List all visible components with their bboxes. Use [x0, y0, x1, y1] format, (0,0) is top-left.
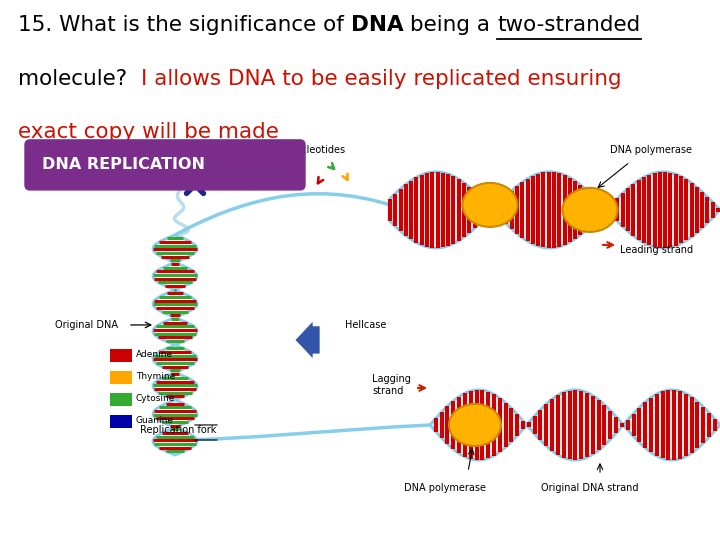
Text: exact copy will be made: exact copy will be made: [18, 122, 279, 142]
FancyBboxPatch shape: [110, 349, 132, 362]
Text: I allows DNA to be easily replicated ensuring: I allows DNA to be easily replicated ens…: [141, 69, 621, 89]
Ellipse shape: [562, 188, 618, 232]
Text: Replication fork: Replication fork: [140, 425, 217, 435]
Text: Guanine: Guanine: [136, 416, 174, 426]
FancyBboxPatch shape: [25, 140, 305, 190]
Text: Original DNA strand: Original DNA strand: [541, 483, 639, 493]
Text: DNA REPLICATION: DNA REPLICATION: [42, 157, 205, 172]
Text: Leading strand: Leading strand: [620, 245, 693, 255]
Text: Cytosine: Cytosine: [136, 394, 176, 403]
Text: DNA polymerase: DNA polymerase: [610, 145, 692, 155]
Text: Adenine: Adenine: [136, 350, 173, 360]
Text: Original DNA: Original DNA: [55, 320, 118, 330]
Ellipse shape: [449, 404, 501, 446]
FancyBboxPatch shape: [110, 415, 132, 428]
Text: Lagging
strand: Lagging strand: [372, 374, 411, 396]
Text: Thymine: Thymine: [136, 373, 175, 381]
Text: Hellcase: Hellcase: [345, 320, 387, 330]
FancyBboxPatch shape: [110, 371, 132, 384]
Text: molecule?: molecule?: [18, 69, 141, 89]
Text: 15. What is the significance of: 15. What is the significance of: [18, 15, 351, 35]
Text: DNA polymerase: DNA polymerase: [404, 483, 486, 493]
FancyBboxPatch shape: [110, 393, 132, 406]
Text: Free nucleotides: Free nucleotides: [265, 145, 345, 155]
Text: DNA: DNA: [351, 15, 403, 35]
Ellipse shape: [462, 183, 518, 227]
Text: two-stranded: two-stranded: [498, 15, 641, 35]
FancyArrow shape: [295, 321, 320, 359]
Text: Chromosome: Chromosome: [210, 167, 274, 177]
Text: being a: being a: [403, 15, 498, 35]
